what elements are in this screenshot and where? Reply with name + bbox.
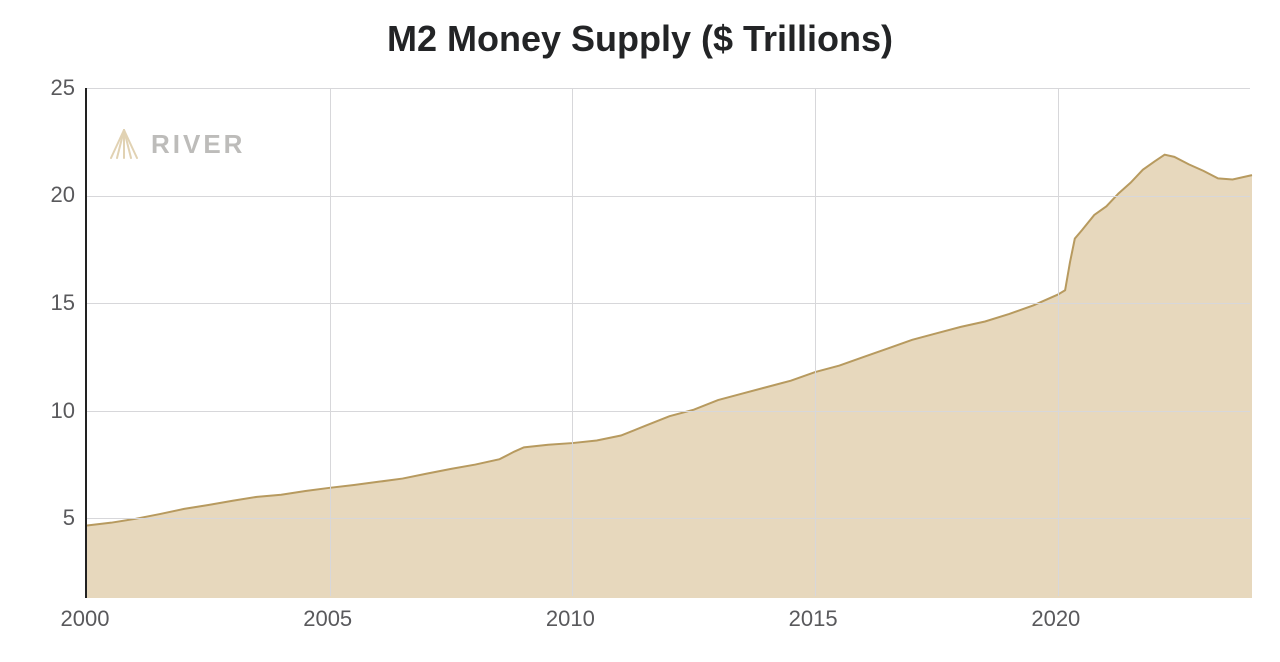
x-tick-label: 2020 xyxy=(1016,606,1096,632)
plot-area: RIVER xyxy=(85,88,1250,598)
river-logo-text: RIVER xyxy=(151,129,245,160)
y-tick-label: 25 xyxy=(25,75,75,101)
gridline-vertical xyxy=(330,88,331,596)
gridline-horizontal xyxy=(87,88,1250,89)
series-area xyxy=(87,155,1252,598)
river-logo-icon xyxy=(107,128,141,160)
y-tick-label: 10 xyxy=(25,398,75,424)
x-tick-label: 2005 xyxy=(288,606,368,632)
y-tick-label: 20 xyxy=(25,182,75,208)
x-tick-label: 2015 xyxy=(773,606,853,632)
gridline-vertical xyxy=(815,88,816,596)
gridline-horizontal xyxy=(87,518,1250,519)
gridline-vertical xyxy=(1058,88,1059,596)
gridline-vertical xyxy=(572,88,573,596)
x-tick-label: 2000 xyxy=(45,606,125,632)
x-tick-label: 2010 xyxy=(530,606,610,632)
y-tick-label: 5 xyxy=(25,505,75,531)
gridline-horizontal xyxy=(87,196,1250,197)
gridline-horizontal xyxy=(87,303,1250,304)
y-tick-label: 15 xyxy=(25,290,75,316)
gridline-horizontal xyxy=(87,411,1250,412)
chart-container: M2 Money Supply ($ Trillions) RIVER 5 10 1… xyxy=(0,0,1280,662)
area-series xyxy=(87,88,1252,598)
chart-title: M2 Money Supply ($ Trillions) xyxy=(0,18,1280,60)
river-logo: RIVER xyxy=(107,128,245,160)
